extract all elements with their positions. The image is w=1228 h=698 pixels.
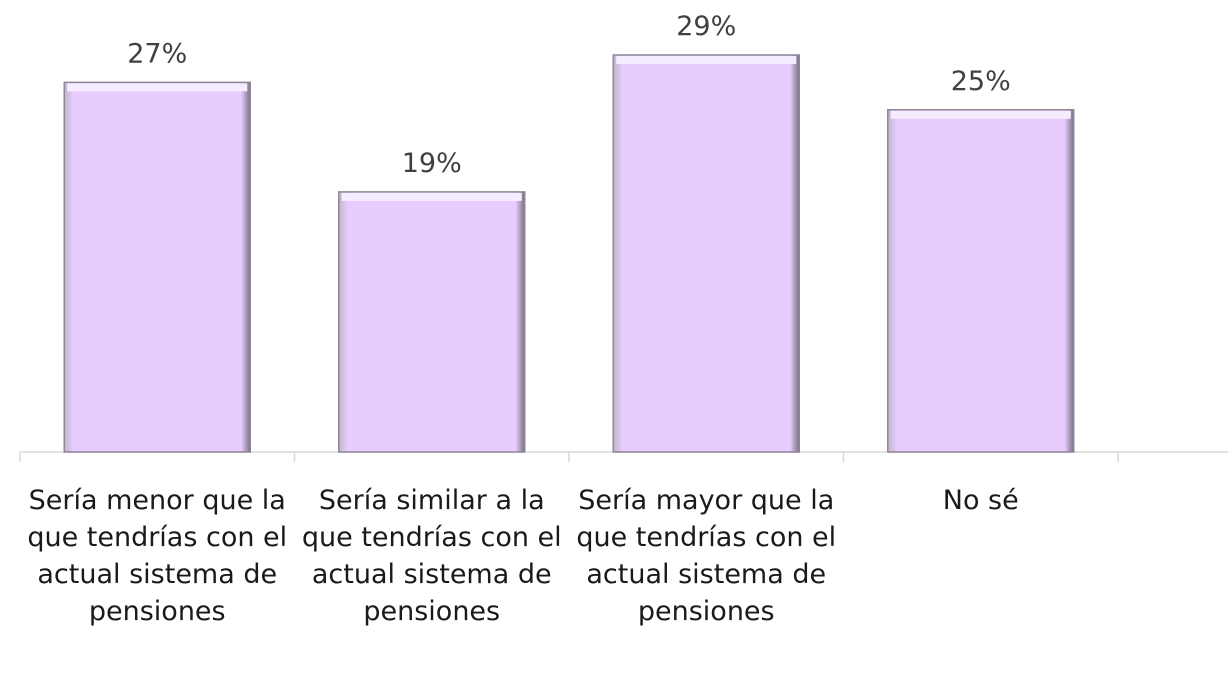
bar bbox=[887, 109, 1075, 453]
x-tick-label: Sería menor que la que tendrías con el a… bbox=[27, 485, 288, 627]
x-tick-label: No sé bbox=[942, 485, 1019, 516]
x-tick-label: Sería mayor que la que tendrías con el a… bbox=[576, 485, 837, 627]
data-label: 29% bbox=[676, 11, 736, 42]
bar bbox=[338, 191, 526, 453]
bar-highlight bbox=[616, 56, 797, 64]
bar-highlight bbox=[890, 110, 1071, 119]
data-label: 25% bbox=[951, 66, 1011, 97]
bar-highlight bbox=[67, 83, 248, 92]
bar-highlight bbox=[341, 192, 522, 201]
x-tick-label: Sería similar a la que tendrías con el a… bbox=[301, 485, 562, 627]
bar bbox=[63, 81, 251, 453]
data-label: 19% bbox=[402, 148, 462, 179]
bar bbox=[612, 54, 800, 453]
data-label: 27% bbox=[127, 38, 187, 69]
